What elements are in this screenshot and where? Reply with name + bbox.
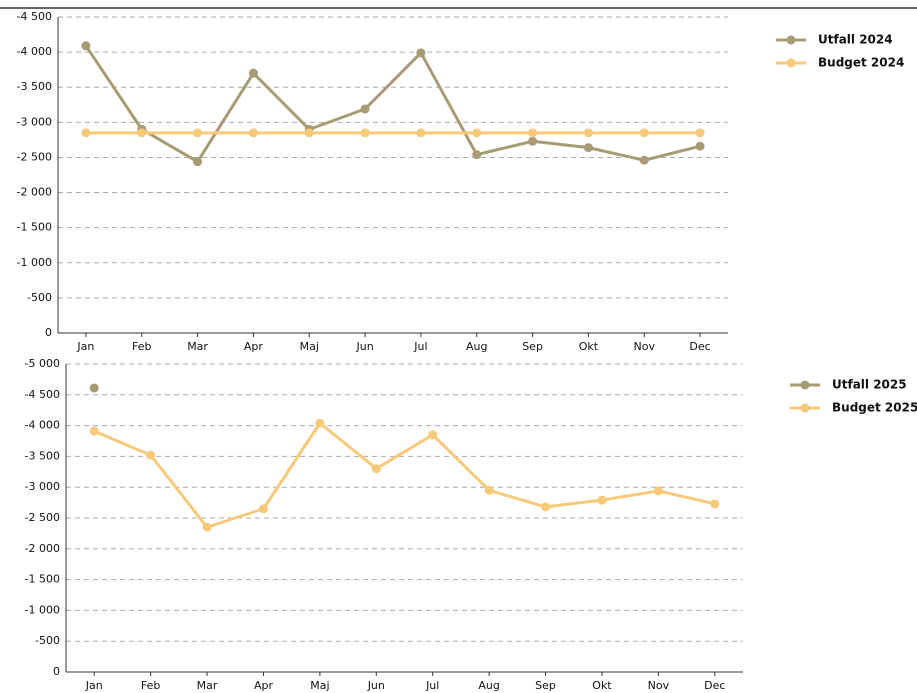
point xyxy=(639,128,649,138)
point xyxy=(360,128,370,138)
point xyxy=(597,495,607,505)
point xyxy=(541,502,551,512)
x-tick-label: Okt xyxy=(592,679,612,692)
x-tick-label: Mar xyxy=(197,679,218,692)
x-tick-label: Nov xyxy=(634,340,656,353)
point xyxy=(695,128,705,138)
x-tick-label: Maj xyxy=(310,679,329,692)
y-tick-label: -4 000 xyxy=(25,419,60,432)
point xyxy=(653,486,663,496)
point xyxy=(472,128,482,138)
point xyxy=(484,485,494,495)
point xyxy=(81,41,91,51)
point xyxy=(248,68,258,78)
x-tick-label: Mar xyxy=(187,340,208,353)
point xyxy=(639,155,649,165)
y-tick-label: -3 500 xyxy=(25,449,60,462)
x-tick-label: Sep xyxy=(522,340,543,353)
x-tick-label: Jul xyxy=(425,679,439,692)
y-tick-label: -2 500 xyxy=(25,511,60,524)
series-line xyxy=(93,421,716,529)
point xyxy=(371,464,381,474)
x-tick-label: Feb xyxy=(141,679,160,692)
point xyxy=(81,128,91,138)
y-tick-label: -1 000 xyxy=(25,603,60,616)
legend-marker xyxy=(800,403,810,413)
y-tick-label: -500 xyxy=(35,634,60,647)
series-line xyxy=(84,44,701,164)
point xyxy=(304,128,314,138)
x-tick-label: Okt xyxy=(579,340,599,353)
y-tick-label: -4 500 xyxy=(25,388,60,401)
y-tick-label: -5 000 xyxy=(25,357,60,370)
y-tick-label: -4 500 xyxy=(17,10,52,23)
x-tick-label: Jun xyxy=(355,340,373,353)
y-tick-label: -3 000 xyxy=(25,480,60,493)
y-tick-label: -2 000 xyxy=(25,542,60,555)
x-tick-label: Jun xyxy=(367,679,385,692)
y-tick-label: -3 500 xyxy=(17,80,52,93)
point xyxy=(89,383,99,393)
y-tick-label: 0 xyxy=(45,326,52,339)
legend-label: Utfall 2024 xyxy=(818,33,893,47)
legend-marker xyxy=(800,380,810,390)
x-tick-label: Dec xyxy=(704,679,725,692)
point xyxy=(193,128,203,138)
legend-marker xyxy=(786,35,796,45)
point xyxy=(248,128,258,138)
point xyxy=(258,504,268,514)
y-tick-label: -1 000 xyxy=(17,256,52,269)
x-tick-label: Aug xyxy=(466,340,487,353)
y-tick-label: 0 xyxy=(53,665,60,678)
point xyxy=(416,48,426,58)
point xyxy=(528,136,538,146)
y-tick-label: -2 500 xyxy=(17,150,52,163)
x-tick-label: Apr xyxy=(254,679,274,692)
point xyxy=(146,450,156,460)
x-tick-label: Feb xyxy=(132,340,151,353)
x-tick-label: Jul xyxy=(413,340,427,353)
y-tick-label: -3 000 xyxy=(17,115,52,128)
point xyxy=(472,150,482,160)
point xyxy=(416,128,426,138)
point xyxy=(583,143,593,153)
legend-label: Budget 2024 xyxy=(818,56,904,70)
y-tick-label: -4 000 xyxy=(17,45,52,58)
y-tick-label: -500 xyxy=(27,291,52,304)
x-tick-label: Sep xyxy=(535,679,556,692)
point xyxy=(428,430,438,440)
point xyxy=(360,104,370,114)
point xyxy=(583,128,593,138)
point xyxy=(315,418,325,428)
x-tick-label: Nov xyxy=(648,679,670,692)
x-tick-label: Apr xyxy=(244,340,264,353)
x-tick-label: Aug xyxy=(478,679,499,692)
x-tick-label: Maj xyxy=(300,340,319,353)
point xyxy=(528,128,538,138)
point xyxy=(695,141,705,151)
point xyxy=(89,426,99,436)
point xyxy=(710,499,720,509)
x-tick-label: Dec xyxy=(689,340,710,353)
legend-label: Budget 2025 xyxy=(832,401,917,415)
x-tick-label: Jan xyxy=(76,340,94,353)
x-tick-label: Jan xyxy=(85,679,103,692)
legend-marker xyxy=(786,58,796,68)
point xyxy=(193,157,203,167)
point xyxy=(137,128,147,138)
y-tick-label: -1 500 xyxy=(25,573,60,586)
y-tick-label: -2 000 xyxy=(17,186,52,199)
point xyxy=(202,522,212,532)
legend-label: Utfall 2025 xyxy=(832,378,907,392)
y-tick-label: -1 500 xyxy=(17,221,52,234)
